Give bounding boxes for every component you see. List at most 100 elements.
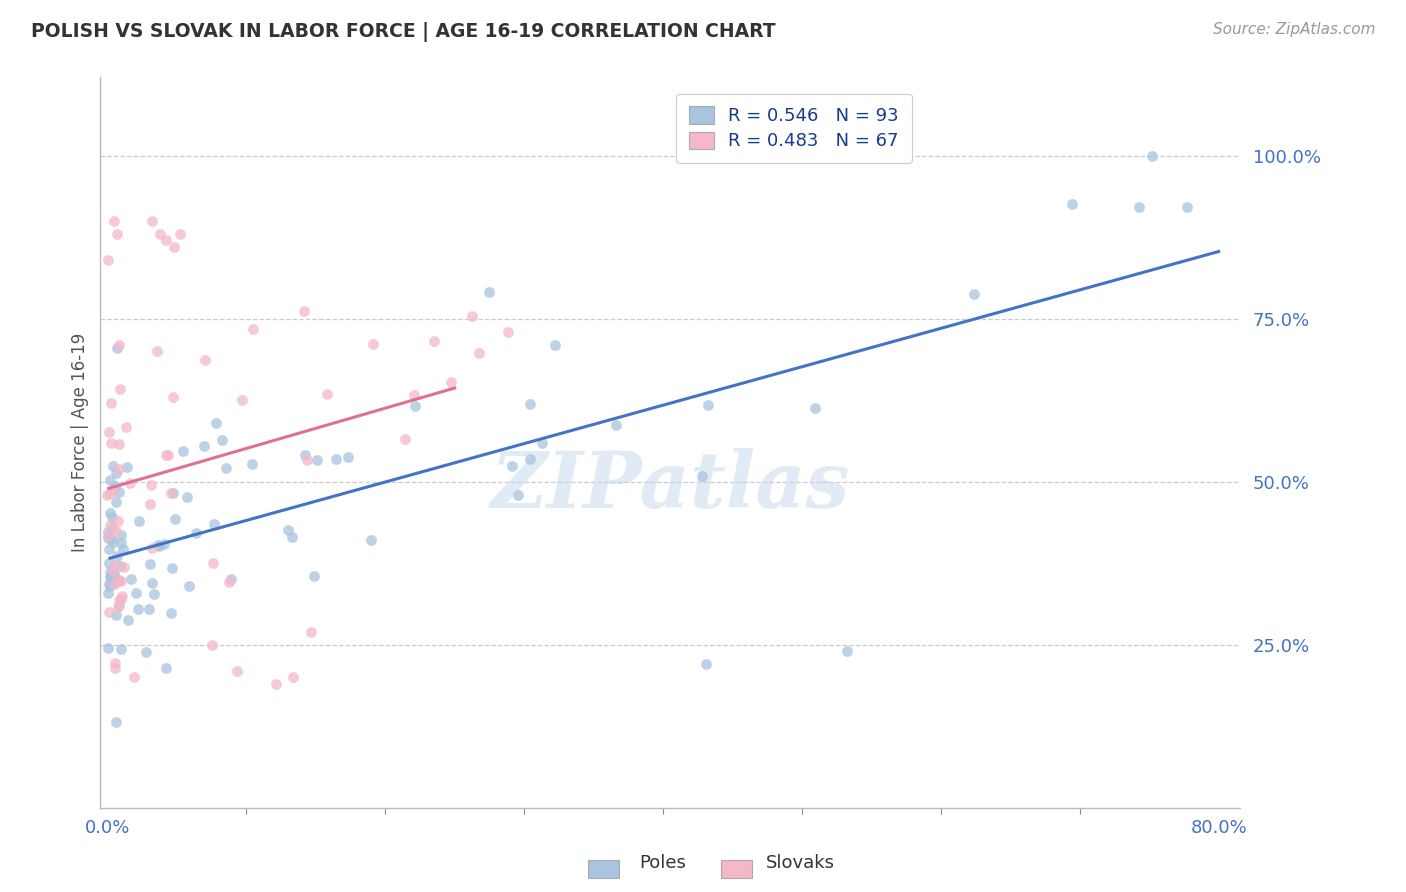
- Point: [110, 592, 132, 607]
- Text: ZIPatlas: ZIPatlas: [491, 448, 849, 524]
- Point: [110, 641, 132, 656]
- Point: [218, 575, 240, 590]
- Point: [100, 521, 122, 535]
- Point: [103, 577, 125, 591]
- Point: [194, 353, 217, 368]
- Point: [105, 549, 128, 563]
- Point: [104, 466, 127, 480]
- Point: [107, 514, 129, 528]
- Point: [281, 530, 304, 544]
- Point: [97, 532, 120, 546]
- Point: [697, 398, 720, 412]
- Point: [231, 392, 253, 407]
- Point: [101, 509, 124, 524]
- Point: [531, 436, 554, 450]
- Point: [336, 450, 359, 465]
- Text: POLISH VS SLOVAK IN LABOR FORCE | AGE 16-19 CORRELATION CHART: POLISH VS SLOVAK IN LABOR FORCE | AGE 16…: [31, 22, 776, 42]
- Point: [104, 714, 127, 729]
- Point: [98, 473, 121, 487]
- Point: [104, 574, 127, 589]
- Point: [98, 518, 121, 533]
- Point: [225, 664, 247, 678]
- Point: [110, 528, 132, 542]
- Point: [165, 512, 187, 526]
- Point: [112, 542, 135, 557]
- Point: [360, 533, 382, 547]
- Point: [97, 524, 120, 539]
- Point: [404, 399, 426, 413]
- Point: [204, 516, 226, 531]
- Point: [394, 433, 416, 447]
- Point: [468, 346, 491, 360]
- Point: [103, 214, 125, 228]
- Point: [110, 574, 132, 588]
- Point: [107, 338, 129, 352]
- Point: [163, 240, 186, 254]
- Point: [110, 559, 132, 574]
- Point: [240, 457, 263, 471]
- Point: [98, 577, 121, 591]
- Point: [1128, 200, 1150, 214]
- Point: [1175, 201, 1198, 215]
- Point: [277, 523, 299, 537]
- Point: [100, 485, 122, 500]
- Point: [605, 417, 627, 432]
- Point: [264, 677, 287, 691]
- Point: [461, 310, 484, 324]
- Point: [162, 486, 184, 500]
- Point: [176, 490, 198, 504]
- Point: [242, 322, 264, 336]
- Point: [690, 469, 713, 483]
- Point: [112, 559, 135, 574]
- Point: [162, 391, 184, 405]
- Point: [100, 396, 122, 410]
- Point: [108, 599, 131, 613]
- Point: [155, 661, 177, 675]
- Point: [128, 514, 150, 528]
- Point: [139, 497, 162, 511]
- Point: [148, 539, 170, 553]
- Point: [315, 387, 337, 401]
- Point: [104, 494, 127, 508]
- Point: [101, 564, 124, 578]
- Point: [172, 443, 194, 458]
- Point: [97, 252, 120, 267]
- Point: [160, 606, 183, 620]
- Point: [423, 334, 446, 349]
- Point: [281, 670, 304, 684]
- Point: [149, 227, 172, 241]
- Point: [97, 425, 120, 439]
- Point: [145, 344, 167, 359]
- Point: [97, 640, 120, 655]
- Point: [544, 338, 567, 352]
- Point: [100, 571, 122, 585]
- Point: [117, 614, 139, 628]
- Point: [107, 437, 129, 451]
- Point: [695, 657, 717, 672]
- Point: [103, 479, 125, 493]
- Point: [496, 325, 519, 339]
- Point: [160, 485, 183, 500]
- Point: [211, 434, 233, 448]
- Point: [115, 460, 138, 475]
- Point: [1060, 197, 1083, 211]
- Point: [219, 572, 242, 586]
- Point: [141, 575, 163, 590]
- Point: [215, 461, 238, 475]
- Point: [98, 570, 121, 584]
- Point: [299, 624, 322, 639]
- Point: [402, 388, 425, 402]
- Point: [297, 453, 319, 467]
- Point: [307, 453, 329, 467]
- Point: [100, 436, 122, 450]
- Point: [120, 475, 142, 490]
- Point: [98, 579, 121, 593]
- Point: [519, 397, 541, 411]
- Point: [104, 656, 127, 670]
- Point: [105, 227, 128, 241]
- Point: [104, 607, 127, 622]
- Point: [124, 585, 146, 599]
- Point: [107, 573, 129, 587]
- Point: [478, 285, 501, 299]
- Point: [156, 448, 179, 462]
